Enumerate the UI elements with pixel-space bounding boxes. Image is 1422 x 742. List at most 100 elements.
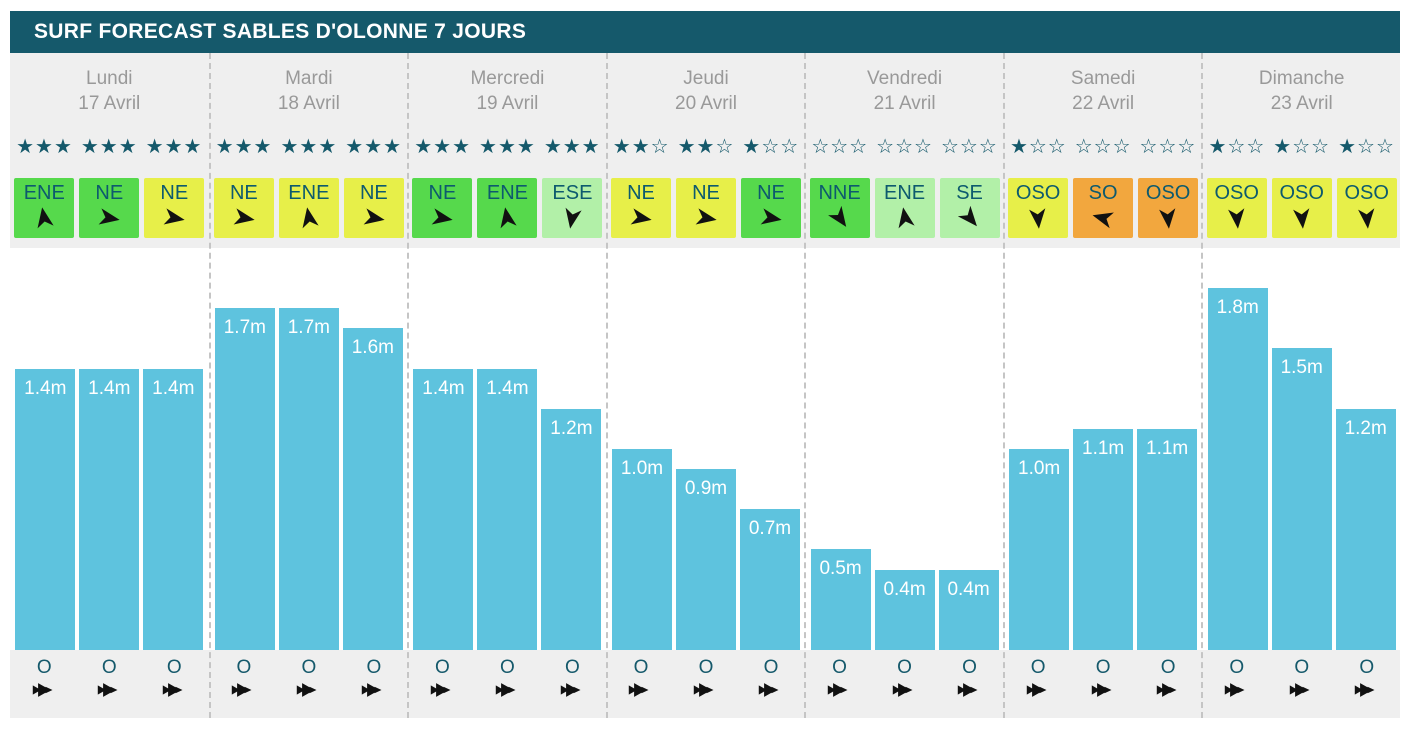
wave-height-label: 1.1m (1082, 438, 1125, 459)
wave-height-label: 1.4m (24, 378, 67, 399)
star-group: ☆☆☆ (811, 136, 869, 158)
wind-direction-label: ESE (552, 182, 593, 204)
wave-bar: 1.7m (278, 308, 339, 650)
swell-direction-label: O (1160, 657, 1176, 678)
star-group: ★☆☆ (1009, 136, 1067, 158)
wind-badge: OSO (1271, 178, 1332, 238)
wind-badges-row: ENE NE NE (10, 168, 209, 248)
day-name: Dimanche (1258, 68, 1345, 89)
wind-direction-label: NNE (818, 182, 861, 204)
day-name: Jeudi (683, 68, 729, 89)
wind-badge: ESE (542, 178, 603, 238)
swell-direction-label: O (1229, 657, 1245, 678)
star-ratings-row: ★★★ ★★★ ★★★ (409, 125, 606, 168)
swell-arrow-icon (232, 683, 252, 697)
wind-direction-label: NE (95, 182, 124, 204)
wind-direction-label: ENE (288, 182, 330, 204)
wind-direction-label: OSO (1015, 182, 1061, 204)
swell-slot: O (810, 650, 870, 718)
wave-height-label: 0.9m (684, 478, 728, 499)
swell-arrow-icon (297, 683, 317, 697)
swell-arrow-icon (362, 683, 382, 697)
swell-slot: O (1138, 650, 1198, 718)
swell-slot: O (344, 650, 404, 718)
swell-slot: O (14, 650, 74, 718)
wave-height-label: 1.4m (422, 378, 465, 399)
swell-arrow-icon (759, 683, 779, 697)
swell-direction-label: O (897, 657, 912, 678)
day-date: 19 Avril (476, 93, 539, 114)
day-column-mardi: Mardi 18 Avril ★★★ ★★★ ★★★ NE ENE NE 1.7m 1.7m 1.6… (208, 53, 408, 718)
day-column-vendredi: Vendredi 21 Avril ☆☆☆ ☆☆☆ ☆☆☆ NNE ENE SE 0.5m 0.4… (804, 53, 1003, 718)
star-group: ★☆☆ (1273, 136, 1331, 158)
swell-arrow-icon (694, 683, 714, 697)
day-title: Mardi 18 Avril (211, 53, 408, 125)
swell-direction-label: O (1294, 657, 1310, 678)
wind-arrow-icon (363, 208, 385, 225)
swell-slot: O (477, 650, 537, 718)
star-group: ☆☆☆ (1139, 136, 1197, 158)
star-ratings-row: ★☆☆ ☆☆☆ ☆☆☆ (1005, 125, 1202, 168)
star-group: ★★☆ (677, 136, 735, 158)
wind-badge: ENE (14, 178, 75, 238)
day-name: Lundi (86, 68, 133, 89)
wind-arrow-icon (432, 208, 454, 225)
day-column-lundi: Lundi 17 Avril ★★★ ★★★ ★★★ ENE NE NE 1.4m 1.4m 1.4… (10, 53, 209, 718)
swell-direction-label: O (301, 657, 317, 678)
wave-bar: 1.4m (477, 369, 538, 650)
swell-arrow-icon (1156, 683, 1177, 697)
swell-slot: O (79, 650, 139, 718)
wind-badge: OSO (1206, 178, 1267, 238)
star-group: ☆☆☆ (876, 136, 933, 158)
wave-height-label: 0.5m (819, 558, 862, 579)
wind-arrow-icon (630, 208, 652, 225)
wind-badge: OSO (1008, 178, 1069, 238)
swell-arrow-icon (957, 683, 978, 697)
swell-direction-label: O (500, 657, 515, 678)
wave-bar: 1.2m (1335, 409, 1396, 650)
star-group: ☆☆☆ (1074, 136, 1132, 158)
star-ratings-row: ★★☆ ★★☆ ★☆☆ (608, 125, 805, 168)
star-group: ★★☆ (612, 136, 670, 158)
wind-direction-label: NE (692, 182, 720, 204)
wave-height-label: 1.2m (550, 418, 593, 439)
swell-slot: O (676, 650, 736, 718)
star-group: ★★★ (280, 136, 338, 158)
swell-arrow-icon (629, 683, 649, 697)
wave-chart: 1.8m 1.5m 1.2m (1203, 248, 1400, 650)
swell-slot: O (214, 650, 274, 718)
wave-bar: 1.1m (1137, 429, 1198, 650)
swell-direction-label: O (633, 657, 649, 678)
wind-badge: NE (740, 178, 801, 238)
wave-bar: 0.9m (675, 469, 736, 650)
swell-slot: O (412, 650, 472, 718)
wind-badge: NE (343, 178, 404, 238)
day-title: Mercredi 19 Avril (409, 53, 606, 125)
swell-arrow-icon (1354, 683, 1375, 697)
wave-height-label: 1.0m (1018, 458, 1061, 479)
star-group: ★★★ (145, 136, 203, 158)
wind-direction-label: OSO (1214, 182, 1259, 204)
wind-arrow-icon (760, 208, 782, 225)
wind-direction-label: ENE (884, 182, 926, 204)
star-group: ★★★ (345, 136, 403, 158)
wave-bar: 1.2m (541, 409, 602, 650)
swell-arrow-icon (1289, 683, 1310, 697)
day-column-dimanche: Dimanche 23 Avril ★☆☆ ★☆☆ ★☆☆ OSO OSO OSO 1.8m 1.… (1201, 53, 1400, 718)
day-date: 22 Avril (1072, 93, 1135, 114)
star-group: ★★★ (479, 136, 536, 158)
swell-direction-label: O (36, 657, 52, 678)
swell-slot: O (875, 650, 935, 718)
wind-arrow-icon (898, 207, 915, 229)
swell-direction-label: O (1359, 657, 1375, 678)
wave-height-label: 1.4m (152, 378, 195, 399)
wave-bar: 1.6m (342, 328, 403, 650)
swell-slot: O (1008, 650, 1068, 718)
wind-arrow-icon (98, 208, 120, 225)
wave-chart: 1.4m 1.4m 1.2m (409, 248, 606, 650)
swell-arrow-icon (1026, 683, 1047, 697)
star-group: ★★★ (414, 136, 472, 158)
